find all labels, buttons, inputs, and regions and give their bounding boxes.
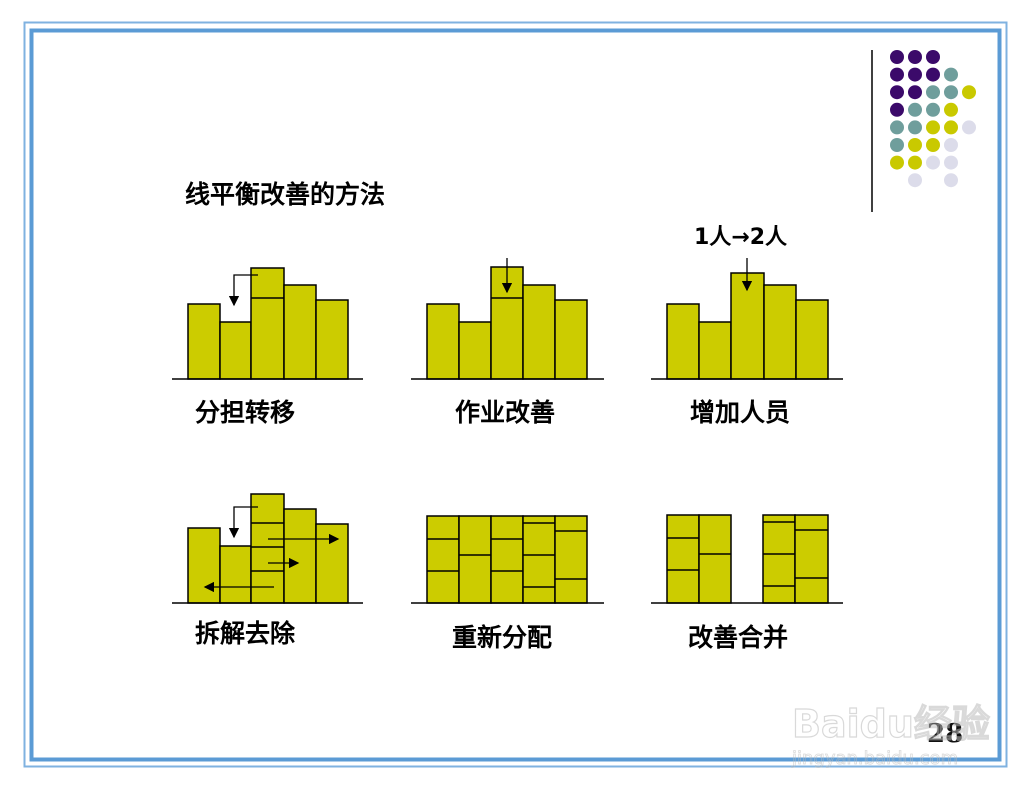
baidu-watermark: Baidu经验 jingyan.baidu.com: [791, 701, 991, 769]
decorative-dot: [908, 102, 922, 117]
decorative-dot: [926, 155, 940, 170]
decorative-dot: [926, 50, 940, 64]
decorative-dot: [926, 85, 940, 100]
decorative-dot: [890, 155, 904, 170]
dot-decoration: [890, 50, 976, 188]
decorative-dot: [890, 50, 904, 64]
svg-text:jingyan.baidu.com: jingyan.baidu.com: [791, 748, 958, 769]
method-label: 作业改善: [455, 398, 555, 427]
diagram-redistribute: 重新分配: [411, 515, 604, 652]
method-label: 拆解去除: [195, 619, 296, 648]
staff-annotation: 1人→2人: [694, 225, 787, 250]
decorative-dot: [890, 102, 904, 117]
decorative-dot: [890, 67, 904, 82]
decorative-dot: [890, 85, 904, 100]
method-label: 分担转移: [195, 398, 295, 427]
decorative-dot: [944, 155, 958, 170]
slide-title: 线平衡改善的方法: [185, 180, 385, 209]
decorative-dot: [908, 173, 922, 188]
diagram-shift-work: 分担转移: [172, 267, 363, 427]
diagram-merge: 改善合并: [651, 514, 843, 652]
decorative-dot: [944, 173, 958, 188]
decorative-dot: [908, 155, 922, 170]
method-label: 重新分配: [452, 623, 552, 652]
decorative-dot: [944, 67, 958, 82]
method-label: 增加人员: [690, 398, 790, 427]
diagram-add-staff: 1人→2人 增加人员: [651, 225, 843, 427]
page-number: 28: [927, 719, 963, 749]
arrow-icon: [228, 506, 258, 539]
decorative-dot: [926, 138, 940, 152]
decorative-dot: [944, 102, 958, 117]
inner-border: [29, 28, 1002, 762]
decorative-dot: [908, 120, 922, 135]
diagram-work-improvement: 作业改善: [411, 258, 604, 427]
decorative-dot: [890, 120, 904, 135]
decorative-dot: [908, 50, 922, 64]
decorative-dot: [908, 85, 922, 100]
decorative-dot: [926, 67, 940, 82]
decorative-dot: [944, 120, 958, 135]
decorative-dot: [944, 85, 958, 100]
decorative-dot: [926, 120, 940, 135]
decorative-dot: [908, 138, 922, 152]
method-label: 改善合并: [688, 623, 788, 652]
decorative-dot: [962, 120, 976, 135]
decorative-dot: [944, 138, 958, 152]
svg-text:Baidu经验: Baidu经验: [792, 702, 990, 746]
decorative-dot: [890, 138, 904, 152]
decorative-dot: [926, 102, 940, 117]
diagram-split-remove: 拆解去除: [172, 493, 363, 648]
arrow-icon: [228, 274, 258, 307]
decorative-dot: [962, 85, 976, 100]
outer-border: [23, 21, 1008, 768]
decorative-dot: [908, 67, 922, 82]
